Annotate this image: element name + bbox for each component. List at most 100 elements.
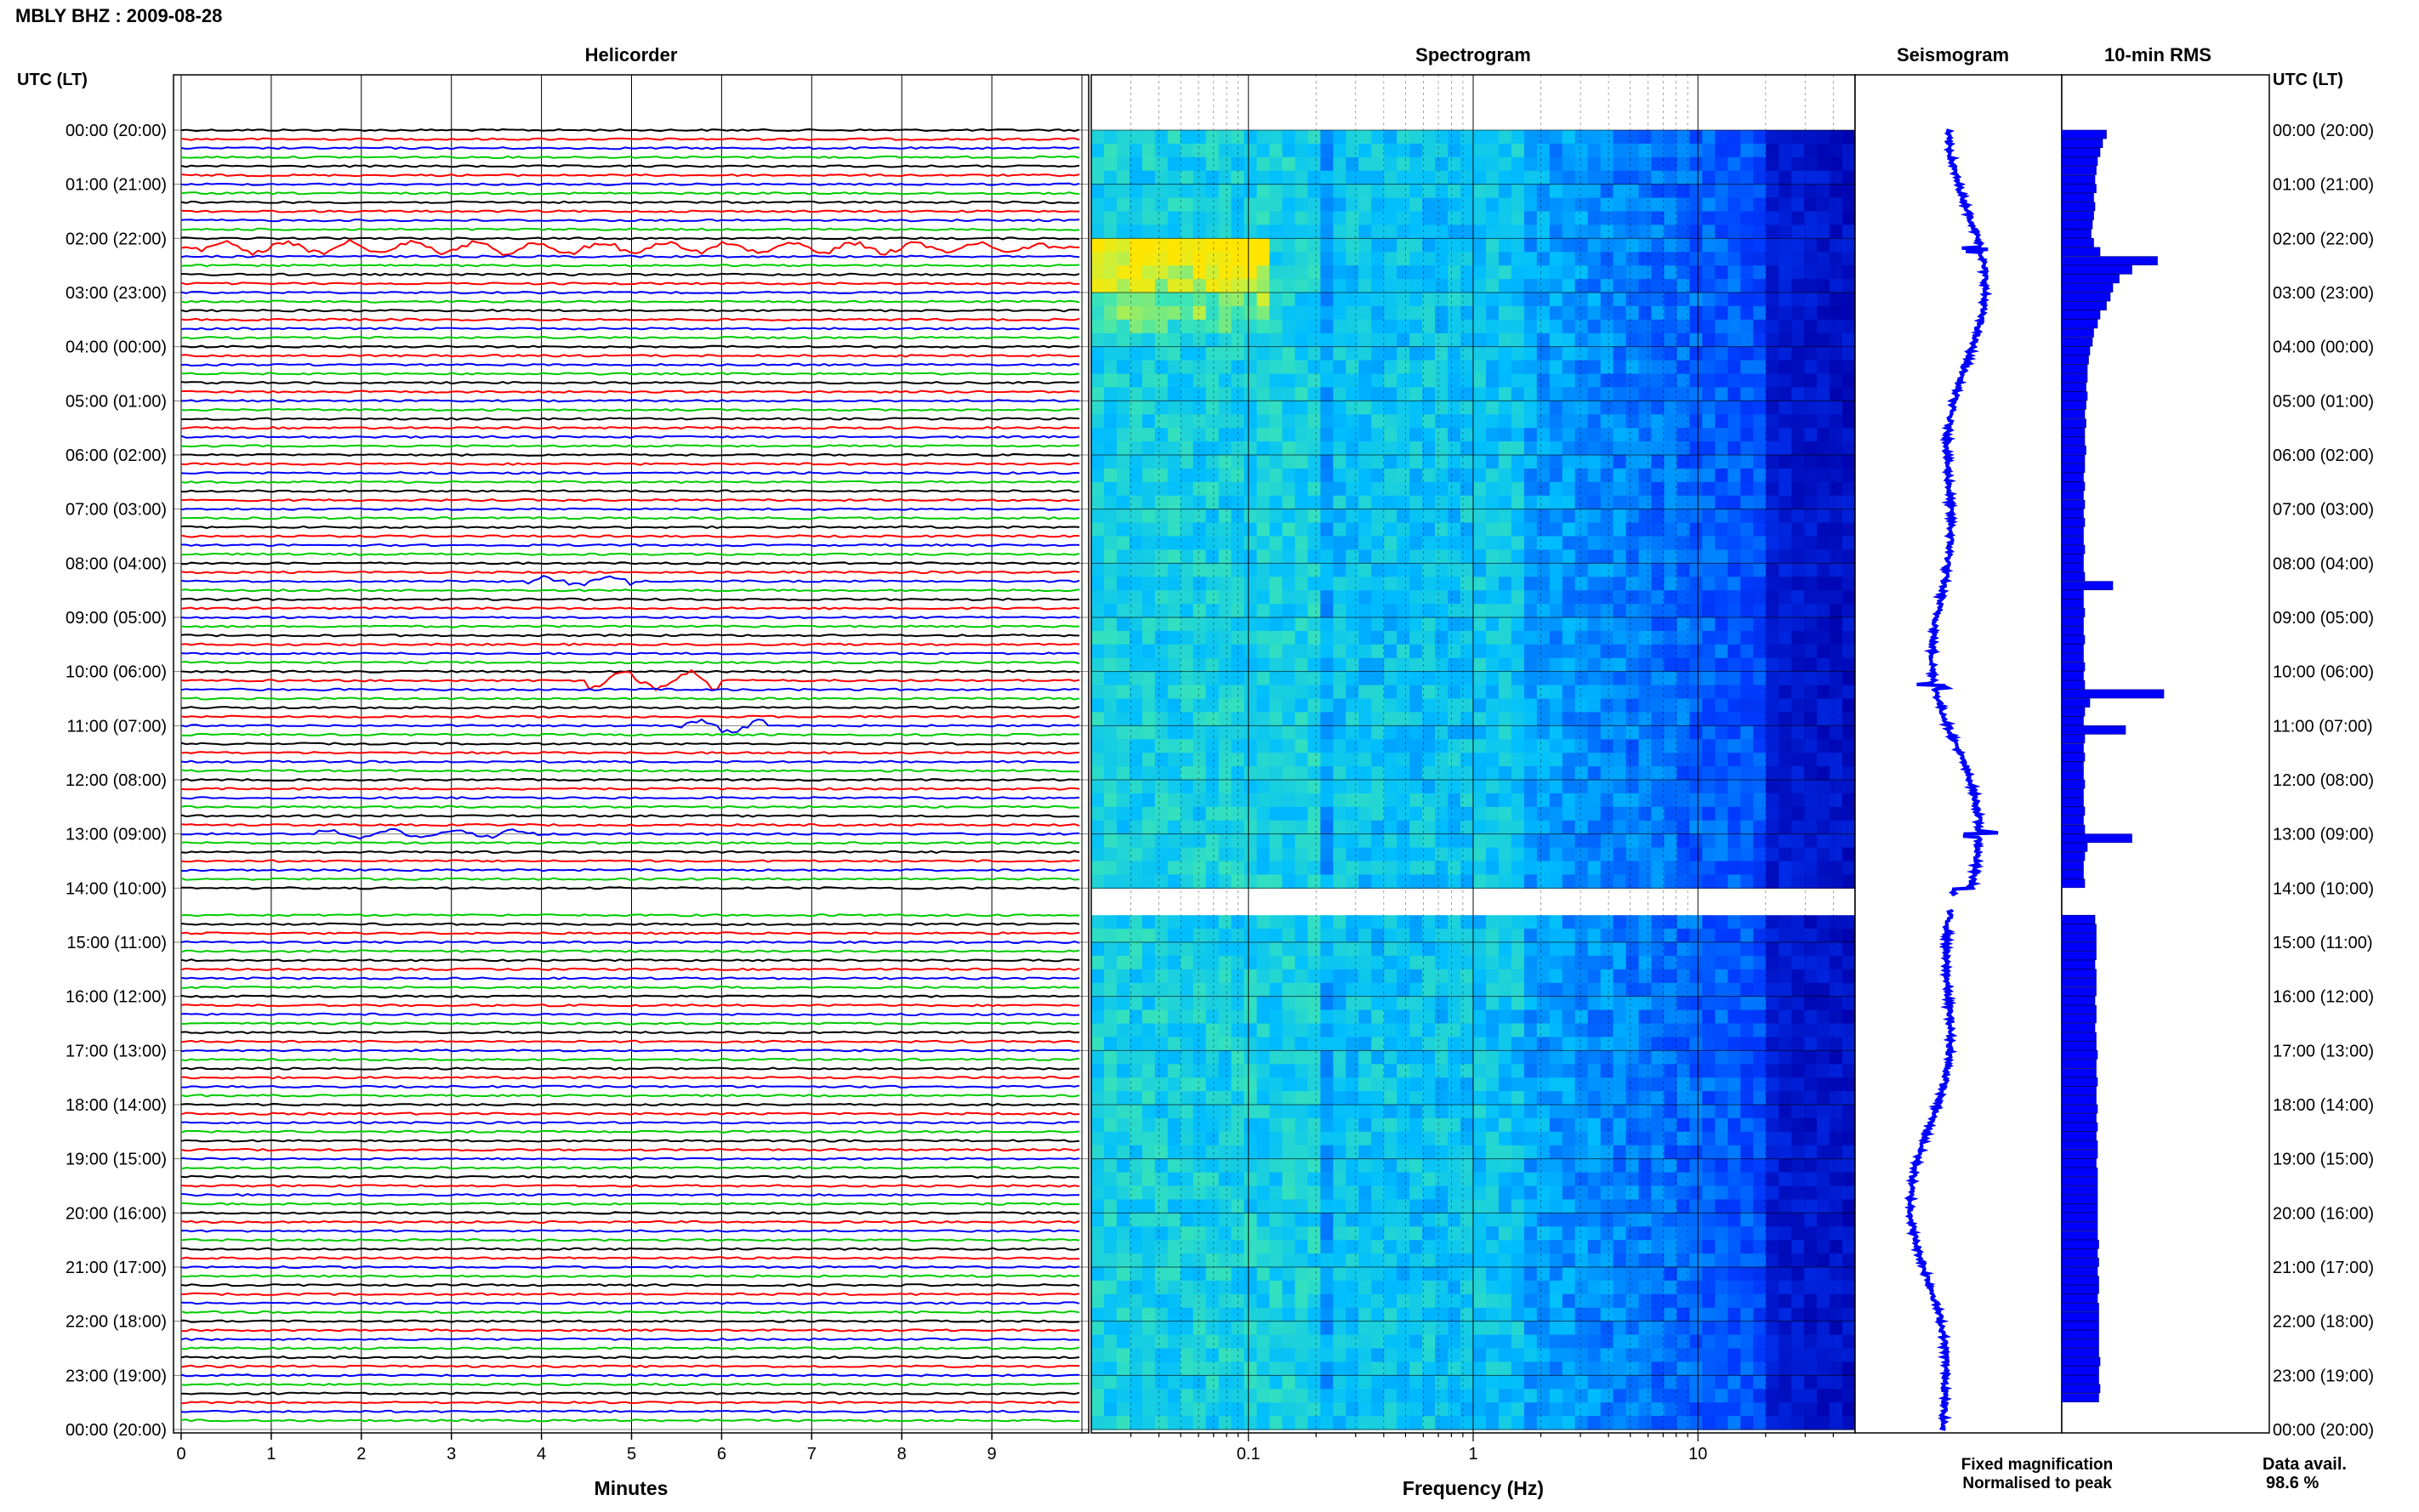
helicorder-trace [180,850,1080,854]
spectrogram-cell [1091,333,1105,348]
spectrogram-cell [1715,373,1728,388]
spectrogram-cell [1180,590,1194,605]
spectrogram-cell [1231,1064,1245,1078]
spectrogram-cell [1562,630,1576,645]
helicorder-trace [180,705,1080,710]
spectrogram-cell [1842,130,1856,145]
spectrogram-cell [1409,387,1423,401]
spectrogram-cell [1422,982,1436,998]
spectrogram-cell [1307,238,1321,253]
spectrogram-cell [1346,590,1359,605]
spectrogram-cell [1448,874,1461,889]
spectrogram-cell [1129,874,1143,889]
spectrogram-cell [1129,1105,1143,1119]
spectrogram-cell [1830,238,1843,253]
spectrogram-cell [1702,942,1716,957]
spectrogram-cell [1473,522,1487,537]
spectrogram-cell [1486,955,1500,970]
spectrogram-cell [1574,549,1589,564]
spectrogram-cell [1282,563,1296,577]
spectrogram-cell [1587,644,1602,659]
spectrogram-cell [1473,915,1487,929]
helicorder-trace [180,1049,1080,1053]
spectrogram-cell [1295,563,1309,577]
spectrogram-cell [1511,725,1525,740]
spectrogram-cell [1638,184,1653,199]
spectrogram-cell [1702,481,1716,497]
spectrogram-cell [1779,604,1792,618]
spectrogram-cell [1587,577,1602,591]
spectrogram-cell [1358,671,1372,686]
spectrogram-cell [1715,1105,1728,1119]
spectrogram-cell [1625,915,1640,929]
spectrogram-cell [1320,955,1334,970]
spectrogram-cell [1791,319,1805,334]
spectrogram-cell [1536,1077,1551,1092]
spectrogram-cell [1676,657,1691,673]
spectrogram-cell [1753,401,1767,415]
spectrogram-cell [1664,1077,1678,1092]
spectrogram-cell [1587,441,1602,456]
spectrogram-cell [1167,929,1181,943]
spectrogram-cell [1269,170,1283,185]
spectrogram-cell [1587,712,1602,726]
spectrogram-cell [1536,468,1551,483]
time-tick-label: 17:00 (13:00) [65,1042,167,1060]
spectrogram-cell [1358,861,1372,875]
spectrogram-cell [1549,671,1563,686]
spectrogram-cell [1460,847,1474,862]
spectrogram-cell [1091,1131,1105,1146]
spectrogram-cell [1842,414,1856,429]
spectrogram-cell [1397,1117,1410,1133]
spectrogram-cell [1295,401,1309,415]
spectrogram-cell [1473,698,1487,713]
spectrogram-cell [1779,1105,1792,1119]
spectrogram-cell [1091,346,1105,361]
spectrogram-cell [1562,319,1576,334]
spectrogram-cell [1562,725,1576,740]
spectrogram-cell [1625,861,1640,875]
spectrogram-cell [1333,319,1346,334]
spectrogram-cell [1091,156,1105,172]
spectrogram-cell [1574,346,1589,361]
spectrogram-cell [1600,969,1614,984]
spectrogram-cell [1473,481,1487,497]
spectrogram-cell [1817,847,1830,862]
spectrogram-cell [1842,333,1856,348]
spectrogram-cell [1141,1064,1156,1078]
spectrogram-cell [1791,130,1805,145]
spectrogram-cell [1422,969,1436,984]
spectrogram-cell [1676,428,1691,442]
spectrogram-cell [1167,1199,1181,1214]
spectrogram-cell [1676,1037,1691,1051]
spectrogram-cell [1282,847,1296,862]
spectrogram-cell [1422,1105,1436,1119]
spectrogram-cell [1346,1091,1359,1106]
spectrogram-cell [1613,712,1627,726]
spectrogram-cell [1422,211,1436,225]
spectrogram-cell [1613,279,1627,293]
spectrogram-cell [1167,495,1181,510]
spectrogram-cell [1830,373,1843,388]
spectrogram-cell [1638,725,1653,740]
helicorder-trace [181,886,1080,890]
spectrogram-cell [1842,346,1856,361]
spectrogram-cell [1104,143,1118,158]
spectrogram-cell [1498,293,1512,307]
spectrogram-cell [1129,401,1143,415]
spectrogram-cell [1740,806,1754,821]
spectrogram-cell [1205,401,1220,415]
spectrogram-cell [1244,1199,1258,1214]
spectrogram-cell [1842,1064,1856,1078]
spectrogram-cell [1129,1131,1143,1146]
spectrogram-cell [1766,725,1779,740]
spectrogram-cell [1727,955,1741,970]
spectrogram-cell [1574,130,1589,145]
spectrogram-cell [1307,1064,1321,1078]
spectrogram-cell [1664,1037,1678,1051]
spectrogram-cell [1346,360,1359,375]
spectrogram-cell [1422,590,1436,605]
spectrogram-cell [1727,793,1741,808]
spectrogram-cell [1715,1077,1728,1092]
spectrogram-cell [1435,252,1449,266]
